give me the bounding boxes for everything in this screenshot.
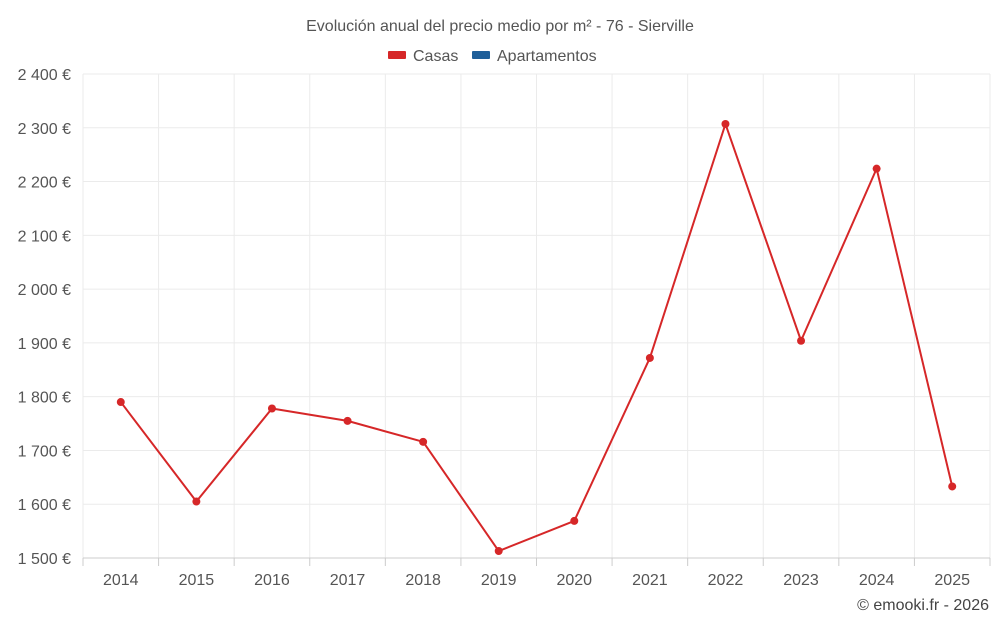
x-tick-label: 2016 (254, 572, 290, 589)
x-tick-label: 2017 (330, 572, 366, 589)
footer-credit: © emooki.fr - 2026 (857, 597, 989, 614)
data-point[interactable] (570, 516, 579, 525)
x-tick-label: 2019 (481, 572, 517, 589)
legend-item-apartamentos[interactable]: Apartamentos (472, 48, 597, 65)
y-tick-label: 1 600 € (18, 497, 71, 514)
x-tick-label: 2018 (405, 572, 441, 589)
data-point[interactable] (494, 547, 503, 556)
data-point[interactable] (419, 437, 428, 446)
data-point[interactable] (343, 416, 352, 425)
y-tick-label: 2 200 € (18, 175, 71, 192)
y-tick-label: 2 300 € (18, 121, 71, 138)
data-point[interactable] (872, 164, 881, 173)
legend-label-apartamentos: Apartamentos (497, 48, 597, 65)
y-tick-label: 1 500 € (18, 551, 71, 568)
data-point[interactable] (797, 336, 806, 345)
legend-label-casas: Casas (413, 48, 458, 65)
x-tick-label: 2022 (708, 572, 744, 589)
y-tick-label: 2 400 € (18, 67, 71, 84)
x-tick-label: 2023 (783, 572, 819, 589)
series-line-casas (119, 123, 954, 553)
data-point[interactable] (645, 353, 654, 362)
axes: 1 500 € 1 600 € 1 700 € 1 800 € 1 900 € 2 000… (18, 67, 991, 589)
x-tick-label: 2020 (556, 572, 592, 589)
legend-item-casas[interactable]: Casas (388, 48, 458, 65)
data-point[interactable] (267, 404, 276, 413)
data-point[interactable] (721, 120, 730, 129)
x-tick-label: 2025 (934, 572, 970, 589)
legend-swatch-casas (388, 51, 406, 59)
data-point[interactable] (948, 482, 957, 491)
chart-title: Evolución anual del precio medio por m² … (306, 18, 694, 35)
x-tick-label: 2014 (103, 572, 139, 589)
y-tick-label: 1 900 € (18, 336, 71, 353)
grid (82, 73, 991, 558)
y-tick-label: 2 100 € (18, 228, 71, 245)
y-tick-label: 1 700 € (18, 443, 71, 460)
data-point[interactable] (192, 497, 201, 506)
x-tick-label: 2015 (179, 572, 215, 589)
y-tick-label: 2 000 € (18, 282, 71, 299)
y-tick-label: 1 800 € (18, 390, 71, 407)
data-point[interactable] (116, 398, 125, 407)
x-tick-label: 2021 (632, 572, 668, 589)
x-tick-label: 2024 (859, 572, 895, 589)
legend-swatch-apartamentos (472, 51, 490, 59)
series-casas (116, 120, 957, 556)
legend: Casas Apartamentos (388, 48, 597, 65)
